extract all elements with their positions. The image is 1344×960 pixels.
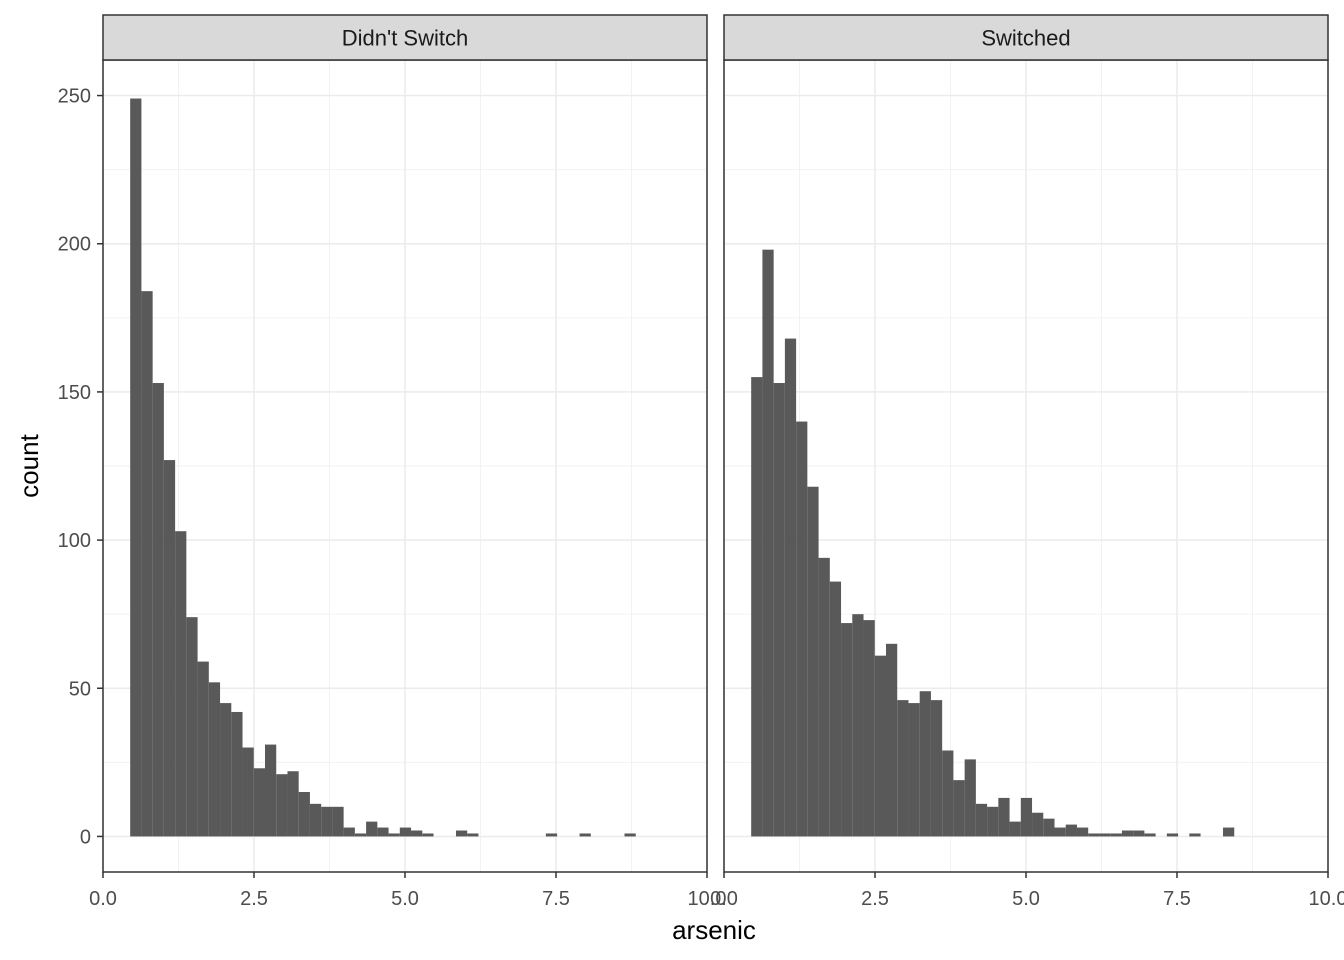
histogram-bar — [343, 827, 355, 837]
y-axis-title: count — [14, 433, 44, 497]
histogram-bar — [852, 614, 864, 837]
y-tick-label: 150 — [58, 382, 91, 404]
histogram-bar — [220, 703, 232, 837]
histogram-bar — [253, 768, 265, 837]
histogram-bar — [321, 806, 333, 837]
facet-panel: Didn't Switch 0.0 2.5 5.0 7.5 10.0 0 50 100 150 20… — [58, 14, 727, 910]
histogram-bar — [796, 421, 808, 837]
histogram-bar — [141, 291, 153, 837]
x-tick-label: 0.0 — [89, 888, 117, 910]
histogram-bar — [399, 827, 412, 837]
histogram-bar — [1043, 818, 1055, 837]
x-axis-title: arsenic — [672, 915, 756, 945]
histogram-bar — [1065, 824, 1077, 837]
facet-strip-label: Switched — [981, 26, 1070, 51]
histogram-bar — [388, 833, 400, 837]
histogram-bar — [987, 806, 999, 837]
histogram-bar — [354, 833, 367, 837]
histogram-bar — [784, 338, 797, 837]
histogram-bar — [624, 833, 636, 837]
histogram-bar — [1166, 833, 1179, 837]
histogram-bar — [242, 747, 254, 837]
histogram-bar — [163, 460, 176, 837]
histogram-bar — [953, 780, 965, 837]
histogram-bar — [773, 383, 785, 837]
facet-strip-label: Didn't Switch — [342, 26, 468, 51]
histogram-bar — [975, 803, 988, 837]
histogram-bar — [919, 691, 931, 837]
histogram-bar — [422, 833, 434, 837]
histogram-bar — [175, 531, 187, 837]
histogram-bar — [964, 759, 976, 837]
histogram-bar — [411, 830, 423, 837]
histogram-bar — [1133, 830, 1145, 837]
x-tick-label: 2.5 — [240, 888, 268, 910]
histogram-bar — [366, 821, 378, 837]
facet-panels: Didn't Switch 0.0 2.5 5.0 7.5 10.0 0 50 100 150 20… — [58, 14, 1344, 910]
histogram-bar — [1020, 797, 1033, 837]
facet-panel: Switched 0.0 2.5 5.0 7.5 10.0 — [710, 14, 1344, 910]
histogram-bar — [332, 806, 344, 837]
histogram-bar — [762, 249, 774, 837]
histogram-bar — [998, 797, 1010, 837]
y-tick-label: 0 — [80, 826, 91, 848]
histogram-bar — [130, 98, 142, 837]
histogram-bar — [467, 833, 479, 837]
histogram-bar — [231, 711, 243, 837]
x-tick-label: 5.0 — [1012, 888, 1040, 910]
histogram-bar — [751, 377, 763, 837]
y-tick-label: 200 — [58, 234, 91, 256]
histogram-bar — [908, 703, 920, 837]
histogram-bar — [1032, 812, 1044, 837]
histogram-bar — [455, 830, 468, 837]
y-tick-label: 250 — [58, 86, 91, 108]
histogram-bar — [186, 617, 198, 837]
histogram-bar — [276, 774, 288, 837]
histogram-bar — [264, 744, 277, 837]
x-tick-label: 10.0 — [1309, 888, 1344, 910]
histogram-bar — [930, 700, 943, 837]
histogram-bar — [942, 750, 954, 837]
histogram-bar — [208, 682, 221, 837]
x-tick-label: 7.5 — [542, 888, 570, 910]
x-tick-label: 10.0 — [688, 888, 727, 910]
histogram-bar — [1110, 833, 1122, 837]
histogram-bar — [298, 791, 310, 837]
histogram-bar — [1076, 827, 1089, 837]
histogram-bar — [807, 486, 819, 837]
histogram-bar — [818, 557, 830, 837]
histogram-bar — [1088, 833, 1100, 837]
histogram-bar — [829, 581, 842, 837]
histogram-bar — [885, 643, 898, 837]
x-tick-label: 5.0 — [391, 888, 419, 910]
histogram-bar — [863, 620, 875, 837]
histogram-bar — [1054, 827, 1066, 837]
histogram-bar — [1223, 827, 1235, 837]
facet-strip — [102, 14, 708, 61]
histogram-bar — [841, 623, 853, 837]
histogram-bar — [874, 655, 886, 837]
histogram-bar — [897, 700, 909, 837]
histogram-bar — [1121, 830, 1134, 837]
histogram-bar — [1099, 833, 1111, 837]
histogram-bar — [1009, 821, 1021, 837]
histogram-bar — [309, 803, 322, 837]
histogram-bar — [545, 833, 558, 837]
y-tick-label: 50 — [69, 678, 91, 700]
x-tick-label: 2.5 — [861, 888, 889, 910]
histogram-bar — [579, 833, 591, 837]
facet-strip — [723, 14, 1329, 61]
x-tick-label: 0.0 — [710, 888, 738, 910]
histogram-bar — [152, 383, 164, 837]
histogram-bar — [197, 661, 209, 837]
histogram-bar — [287, 771, 299, 837]
y-tick-label: 100 — [58, 530, 91, 552]
histogram-bar — [1144, 833, 1156, 837]
histogram-bar — [1189, 833, 1201, 837]
histogram-bar — [377, 827, 389, 837]
x-tick-label: 7.5 — [1163, 888, 1191, 910]
